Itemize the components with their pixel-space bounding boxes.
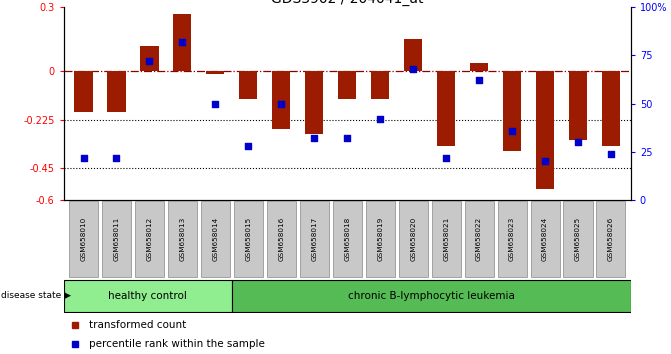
Point — [276, 101, 287, 106]
Point — [177, 39, 188, 45]
FancyBboxPatch shape — [69, 201, 98, 277]
Text: GSM658024: GSM658024 — [542, 217, 548, 261]
Bar — [371, 72, 389, 99]
Point — [572, 139, 583, 145]
FancyBboxPatch shape — [464, 201, 494, 277]
Text: GSM658020: GSM658020 — [410, 217, 416, 261]
FancyBboxPatch shape — [431, 201, 460, 277]
Bar — [602, 72, 620, 147]
Point — [111, 155, 122, 160]
FancyBboxPatch shape — [597, 201, 625, 277]
FancyBboxPatch shape — [234, 201, 263, 277]
Text: GSM658017: GSM658017 — [311, 217, 317, 261]
Bar — [74, 72, 93, 112]
Bar — [536, 72, 554, 189]
Point — [210, 101, 221, 106]
Text: healthy control: healthy control — [109, 291, 187, 301]
FancyBboxPatch shape — [64, 280, 232, 312]
FancyBboxPatch shape — [102, 201, 131, 277]
Bar — [206, 72, 224, 74]
Point — [408, 66, 419, 72]
FancyBboxPatch shape — [498, 201, 527, 277]
Point — [375, 116, 386, 122]
Title: GDS3902 / 204041_at: GDS3902 / 204041_at — [271, 0, 423, 6]
Bar — [107, 72, 125, 112]
Text: GSM658012: GSM658012 — [146, 217, 152, 261]
FancyBboxPatch shape — [300, 201, 329, 277]
Point — [474, 78, 484, 83]
Point — [507, 128, 517, 133]
FancyBboxPatch shape — [168, 201, 197, 277]
Text: GSM658013: GSM658013 — [179, 217, 185, 261]
Text: GSM658011: GSM658011 — [113, 217, 119, 261]
Text: GSM658023: GSM658023 — [509, 217, 515, 261]
Text: disease state ▶: disease state ▶ — [1, 291, 71, 300]
Text: GSM658015: GSM658015 — [246, 217, 252, 261]
FancyBboxPatch shape — [201, 201, 230, 277]
FancyBboxPatch shape — [333, 201, 362, 277]
Bar — [305, 72, 323, 133]
Text: GSM658016: GSM658016 — [278, 217, 285, 261]
Point — [78, 155, 89, 160]
Point — [342, 136, 353, 141]
FancyBboxPatch shape — [399, 201, 427, 277]
Text: GSM658010: GSM658010 — [81, 217, 87, 261]
Point — [441, 155, 452, 160]
Bar — [569, 72, 587, 140]
Bar — [272, 72, 291, 129]
FancyBboxPatch shape — [267, 201, 296, 277]
Text: GSM658014: GSM658014 — [213, 217, 218, 261]
FancyBboxPatch shape — [366, 201, 395, 277]
Point — [309, 136, 319, 141]
Bar — [503, 72, 521, 151]
Bar — [338, 72, 356, 99]
Point — [243, 143, 254, 149]
Text: GSM658018: GSM658018 — [344, 217, 350, 261]
Point — [606, 151, 617, 156]
FancyBboxPatch shape — [531, 201, 560, 277]
Point — [539, 159, 550, 164]
Bar — [173, 13, 191, 72]
Text: GSM658022: GSM658022 — [476, 217, 482, 261]
Bar — [240, 72, 258, 99]
FancyBboxPatch shape — [232, 280, 631, 312]
FancyBboxPatch shape — [135, 201, 164, 277]
Bar — [470, 63, 488, 72]
Bar — [404, 39, 422, 72]
Text: transformed count: transformed count — [89, 320, 187, 330]
FancyBboxPatch shape — [564, 201, 592, 277]
Bar — [437, 72, 455, 147]
Text: chronic B-lymphocytic leukemia: chronic B-lymphocytic leukemia — [348, 291, 515, 301]
Text: GSM658019: GSM658019 — [377, 217, 383, 261]
Point — [144, 58, 155, 64]
Bar — [140, 46, 158, 72]
Text: GSM658021: GSM658021 — [443, 217, 449, 261]
Text: percentile rank within the sample: percentile rank within the sample — [89, 339, 265, 349]
Text: GSM658025: GSM658025 — [575, 217, 581, 261]
Text: GSM658026: GSM658026 — [608, 217, 614, 261]
